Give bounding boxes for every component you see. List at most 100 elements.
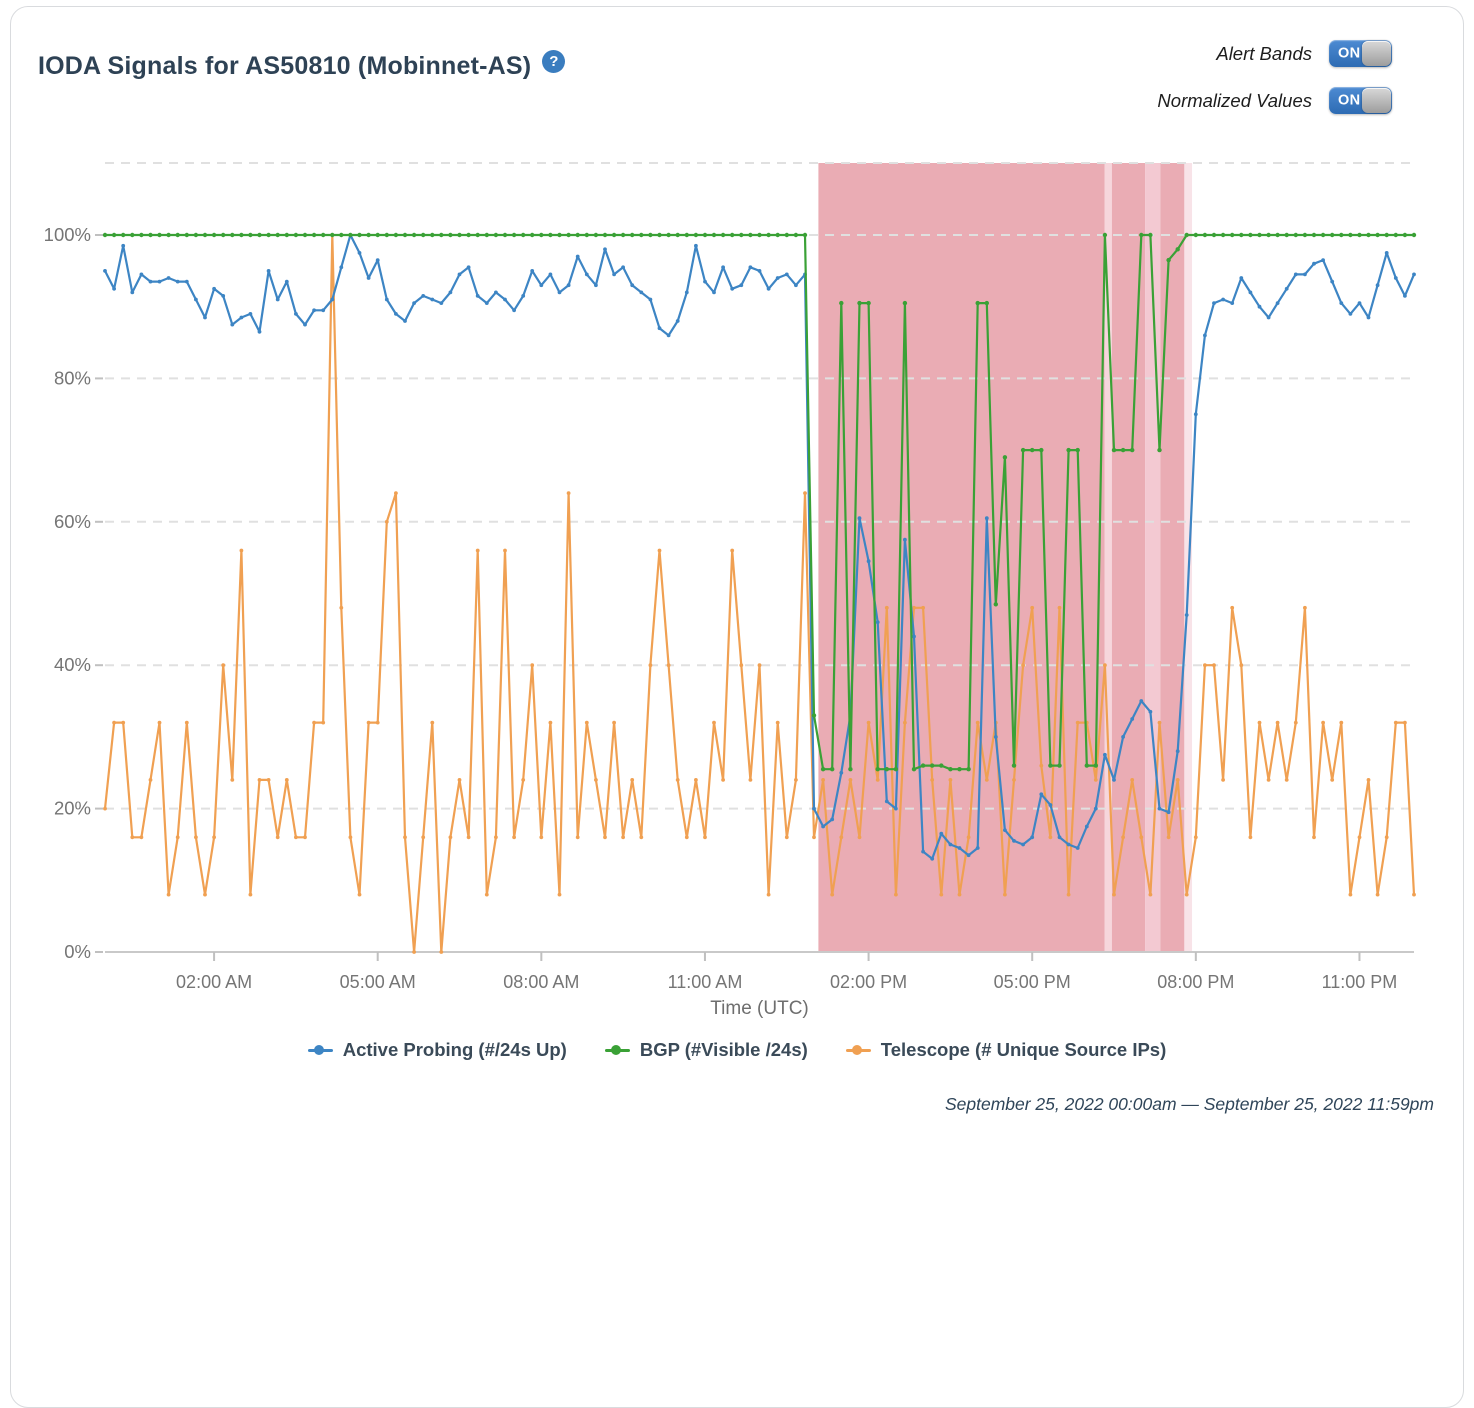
data-point — [494, 835, 498, 840]
data-point — [1148, 709, 1153, 714]
data-point — [466, 835, 471, 840]
data-point — [166, 232, 171, 238]
data-point — [957, 892, 962, 897]
legend-item[interactable]: Active Probing (#/24s Up) — [307, 1039, 567, 1061]
data-point — [1293, 232, 1299, 238]
data-point — [811, 713, 817, 718]
data-point — [239, 315, 244, 320]
data-point — [312, 720, 316, 725]
data-point — [211, 232, 217, 238]
alert-bands-switch[interactable]: ON — [1329, 40, 1392, 67]
data-point — [948, 767, 953, 772]
data-point — [1066, 892, 1071, 897]
data-point — [257, 329, 262, 334]
data-point — [1166, 810, 1171, 815]
date-range: September 25, 2022 00:00am — September 2… — [944, 1094, 1434, 1114]
data-point — [239, 232, 244, 238]
data-point — [530, 232, 535, 238]
data-point — [1284, 286, 1289, 291]
data-point — [912, 605, 916, 610]
data-point — [1103, 663, 1107, 668]
data-point — [1312, 261, 1316, 266]
data-point — [1066, 447, 1071, 453]
data-point — [393, 232, 399, 238]
data-point — [503, 297, 507, 302]
data-point — [394, 491, 398, 495]
data-point — [1321, 258, 1325, 262]
data-point — [903, 537, 907, 542]
data-point — [457, 232, 462, 238]
data-point — [1157, 806, 1162, 811]
data-point — [939, 831, 944, 836]
data-point — [1230, 605, 1235, 610]
x-tick-label: 08:00 PM — [1157, 972, 1234, 992]
data-point — [711, 232, 717, 238]
data-point — [1175, 749, 1180, 754]
data-point — [720, 232, 726, 238]
data-point — [984, 778, 989, 782]
data-point — [1221, 778, 1225, 782]
data-point — [194, 297, 198, 302]
data-point — [175, 279, 180, 284]
data-point — [539, 835, 544, 840]
data-point — [584, 720, 589, 725]
data-point — [421, 294, 426, 298]
normalized-values-switch[interactable]: ON — [1329, 87, 1392, 114]
data-point — [1384, 835, 1389, 840]
data-point — [403, 319, 407, 323]
data-point — [494, 290, 498, 295]
data-point — [502, 232, 508, 238]
data-point — [1303, 605, 1307, 610]
data-point — [130, 290, 135, 295]
data-point — [666, 232, 671, 238]
switch-knob[interactable] — [1362, 88, 1391, 113]
data-point — [621, 265, 625, 270]
data-point — [666, 333, 671, 338]
data-point — [1112, 892, 1116, 897]
data-point — [875, 620, 880, 625]
data-point — [1130, 447, 1135, 453]
data-point — [230, 778, 235, 782]
data-point — [157, 232, 162, 238]
data-point — [1220, 232, 1226, 238]
data-point — [894, 806, 898, 811]
legend-marker-icon — [604, 1045, 630, 1055]
data-point — [475, 294, 480, 298]
data-point — [1075, 846, 1080, 850]
data-point — [1293, 720, 1298, 725]
help-icon[interactable]: ? — [542, 50, 566, 73]
legend-item[interactable]: Telescope (# Unique Source IPs) — [845, 1039, 1166, 1061]
switch-knob[interactable] — [1362, 41, 1391, 66]
data-point — [1284, 232, 1289, 238]
data-point — [1311, 232, 1317, 238]
data-point — [112, 720, 116, 725]
data-point — [684, 232, 689, 238]
data-point — [1357, 301, 1362, 305]
data-point — [939, 763, 944, 768]
data-point — [1348, 892, 1353, 897]
data-point — [1030, 605, 1035, 610]
data-point — [275, 232, 280, 238]
data-point — [1084, 763, 1090, 768]
chart-area: 0% 20% 40% 60% 80% 100% 02:00 AM 05:00 AM 08:00 … — [44, 162, 1417, 1019]
data-point — [539, 232, 544, 238]
data-point — [184, 232, 189, 238]
data-point — [621, 835, 625, 840]
data-point — [157, 720, 162, 725]
data-point — [275, 297, 280, 302]
data-point — [594, 778, 598, 782]
data-point — [1020, 447, 1026, 453]
alert-band — [818, 163, 1105, 952]
data-point — [221, 294, 226, 298]
data-point — [975, 846, 980, 850]
data-point — [430, 720, 435, 725]
legend-item[interactable]: BGP (#Visible /24s) — [604, 1039, 808, 1061]
data-point — [1412, 272, 1416, 277]
data-point — [1003, 828, 1007, 832]
data-point — [257, 778, 262, 782]
data-point — [1275, 232, 1280, 238]
data-point — [857, 300, 862, 306]
data-point — [639, 835, 644, 840]
data-point — [403, 835, 407, 840]
data-point — [1293, 272, 1298, 277]
